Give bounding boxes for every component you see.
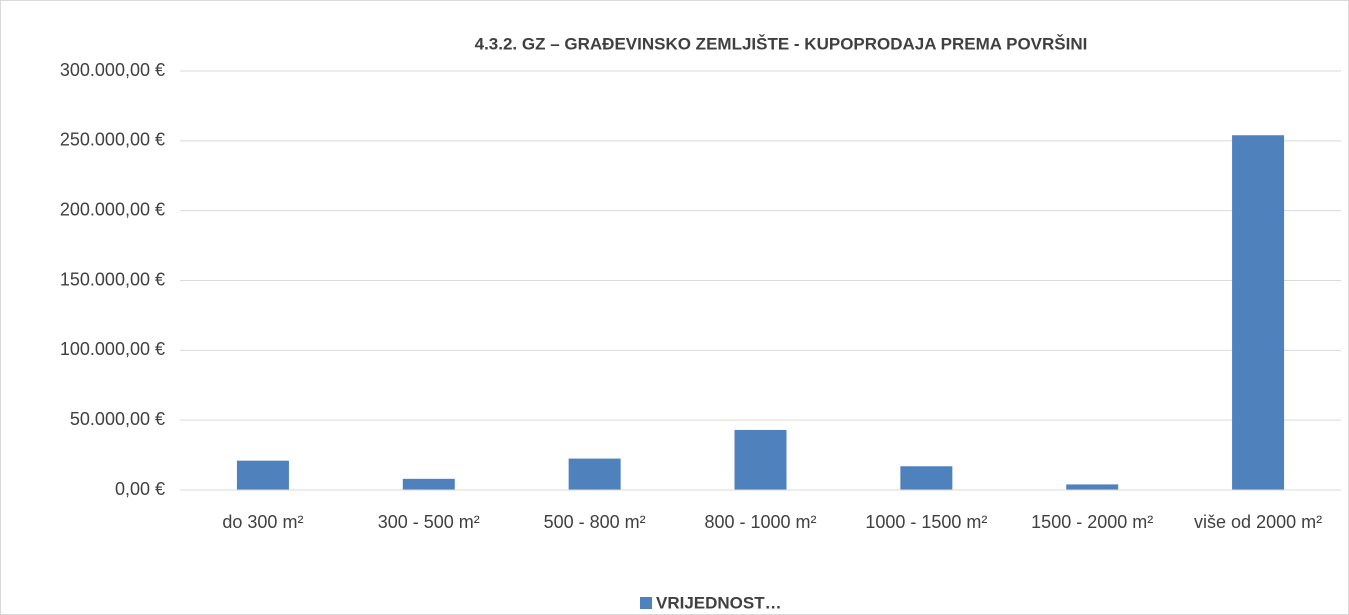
x-tick-label: 1500 - 2000 m² <box>1031 512 1153 532</box>
x-tick-label: 800 - 1000 m² <box>704 512 816 532</box>
y-tick-label: 0,00 € <box>115 479 165 499</box>
bar <box>900 466 953 490</box>
bar <box>1066 484 1119 490</box>
y-tick-label: 100.000,00 € <box>60 339 165 359</box>
x-tick-label: 500 - 800 m² <box>544 512 646 532</box>
chart-title: 4.3.2. GZ – GRAĐEVINSKO ZEMLJIŠTE - KUPO… <box>475 34 1088 53</box>
legend-label: VRIJEDNOST… <box>656 593 782 612</box>
x-tick-label: više od 2000 m² <box>1194 512 1322 532</box>
bar <box>236 460 289 490</box>
bar <box>734 429 787 490</box>
bar <box>1232 135 1285 490</box>
x-tick-label: 300 - 500 m² <box>378 512 480 532</box>
bar <box>568 458 621 490</box>
legend-swatch <box>640 597 652 609</box>
bar <box>402 478 455 490</box>
y-tick-label: 300.000,00 € <box>60 60 165 80</box>
y-tick-label: 250.000,00 € <box>60 130 165 150</box>
x-tick-label: 1000 - 1500 m² <box>865 512 987 532</box>
y-tick-label: 200.000,00 € <box>60 199 165 219</box>
x-tick-label: do 300 m² <box>222 512 303 532</box>
y-tick-label: 150.000,00 € <box>60 269 165 289</box>
y-tick-label: 50.000,00 € <box>70 409 165 429</box>
